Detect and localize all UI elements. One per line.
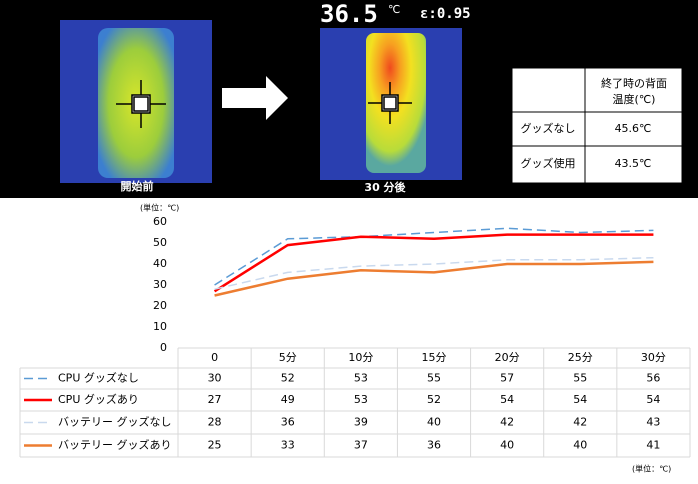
table-value: 54 [500,393,514,406]
y-tick-label: 50 [153,236,167,249]
table-value: 43 [646,416,660,429]
summary-table [511,67,683,184]
x-tick-label: 25分 [568,351,593,364]
table-value: 57 [500,372,514,385]
table-value: 53 [354,372,368,385]
legend-label: バッテリー グッズあり [58,438,172,452]
table-value: 54 [573,393,587,406]
table-value: 28 [208,416,222,429]
summary-header-box: 終了時の背面温度(℃) [601,77,667,106]
x-tick-label: 10分 [348,351,373,364]
y-tick-label: 20 [153,299,167,312]
table-value: 53 [354,393,368,406]
temperature-unit: ℃ [388,3,400,16]
table-cell: グッズ使用 [521,156,576,170]
table-value: 54 [646,393,660,406]
table-value: 40 [427,416,441,429]
table-value: 55 [427,372,441,385]
table-value: 33 [281,439,295,452]
before-label: 開始前 [121,179,154,193]
table-value: 42 [500,416,514,429]
emissivity: ε:0.95 [420,6,471,22]
table-value: 40 [573,439,587,452]
table-value: 42 [573,416,587,429]
table-value: 49 [281,393,295,406]
series-line [213,233,654,293]
table-value: 41 [646,439,660,452]
y-tick-label: 40 [153,257,167,270]
x-tick-label: 5分 [279,351,297,364]
table-value: 55 [573,372,587,385]
table-value: 52 [427,393,441,406]
y-tick-label: 60 [153,215,167,228]
legend-label: バッテリー グッズなし [58,415,172,429]
x-tick-label: 0 [211,351,218,364]
table-cell: 45.6℃ [615,122,652,135]
table-value: 37 [354,439,368,452]
temperature: 36.5 [320,0,378,28]
legend-label: CPU グッズなし [58,371,139,385]
y-tick-label: 10 [153,320,167,333]
series-line [214,227,654,286]
table-value: 30 [208,372,222,385]
bottom-background [0,198,698,480]
table-value: 52 [281,372,295,385]
x-tick-label: 15分 [422,351,447,364]
table-value: 27 [208,393,222,406]
x-tick-label: 20分 [495,351,520,364]
table-value: 39 [354,416,368,429]
table-cell: 43.5℃ [615,157,652,170]
x-tick-label: 30分 [641,351,666,364]
unit-label: (単位：℃) [632,464,671,474]
table-value: 25 [208,439,222,452]
after-label: 30 分後 [364,180,406,194]
y-tick-label: 0 [160,341,167,354]
series-line [214,256,654,290]
table-value: 36 [281,416,295,429]
y-tick-label: 30 [153,278,167,291]
unit-label: (単位：℃) [140,203,179,213]
arrow [222,76,288,120]
crosshair [368,82,412,124]
table-value: 40 [500,439,514,452]
summary-header: 終了時の背面温度(℃) [601,77,667,106]
crosshair [116,80,166,128]
series-line [214,260,654,297]
table-value: 56 [646,372,660,385]
table-value: 36 [427,439,441,452]
table-cell: グッズなし [521,121,576,135]
legend-label: CPU グッズあり [58,392,139,406]
